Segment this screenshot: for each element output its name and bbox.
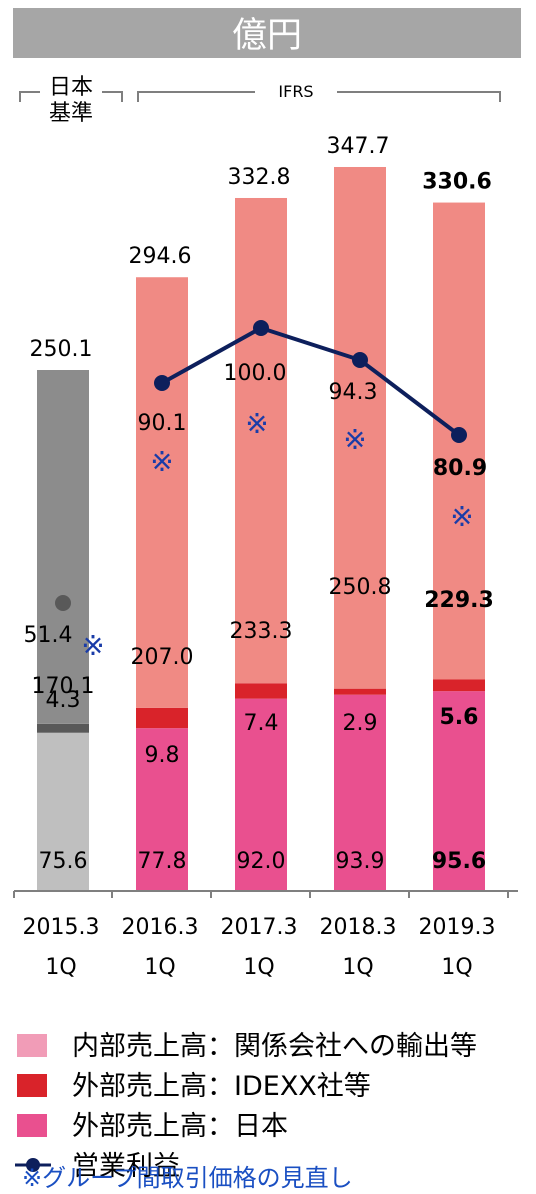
x-label-quarter: 1Q — [144, 955, 175, 980]
x-label-year: 2018.3 — [320, 915, 397, 940]
bar-japan — [136, 728, 188, 890]
bar-idexx — [37, 723, 89, 733]
label-inner: 170.1 — [32, 674, 95, 699]
label-op: 90.1 — [138, 411, 187, 436]
bar-idexx — [136, 707, 188, 729]
bars-layer — [37, 166, 485, 890]
legend-swatch-inner — [17, 1034, 47, 1057]
ifrs-label: IFRS — [278, 82, 313, 101]
bar-inner — [136, 277, 188, 708]
x-label-quarter: 1Q — [243, 955, 274, 980]
label-idexx: 7.4 — [244, 711, 279, 736]
label-total: 250.1 — [30, 337, 93, 362]
legend: 内部売上高：関係会社への輸出等 外部売上高：IDEXX社等 外部売上高：日本 営… — [15, 1031, 477, 1182]
legend-label-idexx: 外部売上高：IDEXX社等 — [72, 1071, 371, 1102]
legend-dot-op — [26, 1158, 40, 1172]
bar-japan — [37, 732, 89, 890]
label-total: 294.6 — [129, 244, 192, 269]
bar-inner — [334, 166, 386, 689]
revision-mark: ※ — [450, 500, 473, 533]
label-inner: 233.3 — [230, 619, 293, 644]
label-total: 347.7 — [327, 134, 390, 159]
x-label-year: 2016.3 — [122, 915, 199, 940]
op-point — [253, 320, 269, 336]
jgaap-bracket — [19, 91, 123, 102]
label-inner: 207.0 — [131, 645, 194, 670]
unit-header-bg — [13, 8, 521, 58]
revision-mark: ※ — [150, 445, 173, 478]
label-japan: 75.6 — [39, 849, 88, 874]
x-axis-ticks — [13, 891, 509, 898]
legend-label-inner: 内部売上高：関係会社への輸出等 — [72, 1031, 477, 1062]
bar-idexx — [235, 683, 287, 699]
revision-marks-layer: ※ ※ ※ ※ ※ — [81, 407, 473, 662]
label-op: 80.9 — [433, 456, 487, 481]
label-op: 51.4 — [24, 623, 73, 648]
label-idexx: 9.8 — [145, 743, 180, 768]
footnote: ※グループ間取引価格の見直し — [22, 1164, 353, 1190]
op-line — [161, 325, 461, 437]
x-label-year: 2015.3 — [23, 915, 100, 940]
unit-header: 億円 — [232, 16, 302, 56]
label-japan: 92.0 — [237, 849, 286, 874]
ifrs-bracket — [137, 91, 501, 102]
revision-mark: ※ — [81, 629, 104, 662]
label-idexx: 5.6 — [440, 705, 479, 730]
label-total: 330.6 — [422, 169, 492, 194]
legend-swatch-idexx — [17, 1074, 47, 1097]
op-point — [352, 352, 368, 368]
jgaap-label-line2: 基準 — [49, 101, 93, 126]
label-japan: 77.8 — [138, 849, 187, 874]
bar-japan — [433, 691, 485, 890]
bar-idexx — [433, 679, 485, 692]
bar-inner — [37, 370, 89, 724]
revision-mark: ※ — [343, 423, 366, 456]
label-japan: 95.6 — [432, 849, 486, 874]
x-label-quarter: 1Q — [342, 955, 373, 980]
x-label-year: 2017.3 — [221, 915, 298, 940]
jgaap-label-line1: 日本 — [49, 75, 93, 100]
label-inner: 229.3 — [424, 588, 494, 613]
bar-japan — [235, 698, 287, 890]
x-label-year: 2019.3 — [419, 915, 496, 940]
x-label-quarter: 1Q — [45, 955, 76, 980]
revision-mark: ※ — [245, 407, 268, 440]
bar-idexx — [334, 688, 386, 695]
op-point — [55, 595, 71, 611]
label-idexx: 4.3 — [46, 688, 81, 713]
label-op: 94.3 — [329, 380, 378, 405]
legend-label-op: 営業利益 — [72, 1151, 180, 1182]
legend-label-japan: 外部売上高：日本 — [72, 1111, 288, 1142]
label-op: 100.0 — [224, 361, 287, 386]
label-japan: 93.9 — [336, 849, 385, 874]
label-inner: 250.8 — [329, 575, 392, 600]
bar-japan — [334, 694, 386, 890]
x-label-quarter: 1Q — [441, 955, 472, 980]
label-total: 332.8 — [228, 165, 291, 190]
x-axis-labels: 2015.3 1Q 2016.3 1Q 2017.3 1Q 2018.3 1Q 2019.3 1Q — [23, 915, 496, 980]
label-idexx: 2.9 — [343, 711, 378, 736]
op-point — [451, 427, 467, 443]
op-point — [154, 375, 170, 391]
legend-swatch-japan — [17, 1114, 47, 1137]
operating-profit-layer — [55, 320, 467, 611]
bar-inner — [235, 197, 287, 684]
